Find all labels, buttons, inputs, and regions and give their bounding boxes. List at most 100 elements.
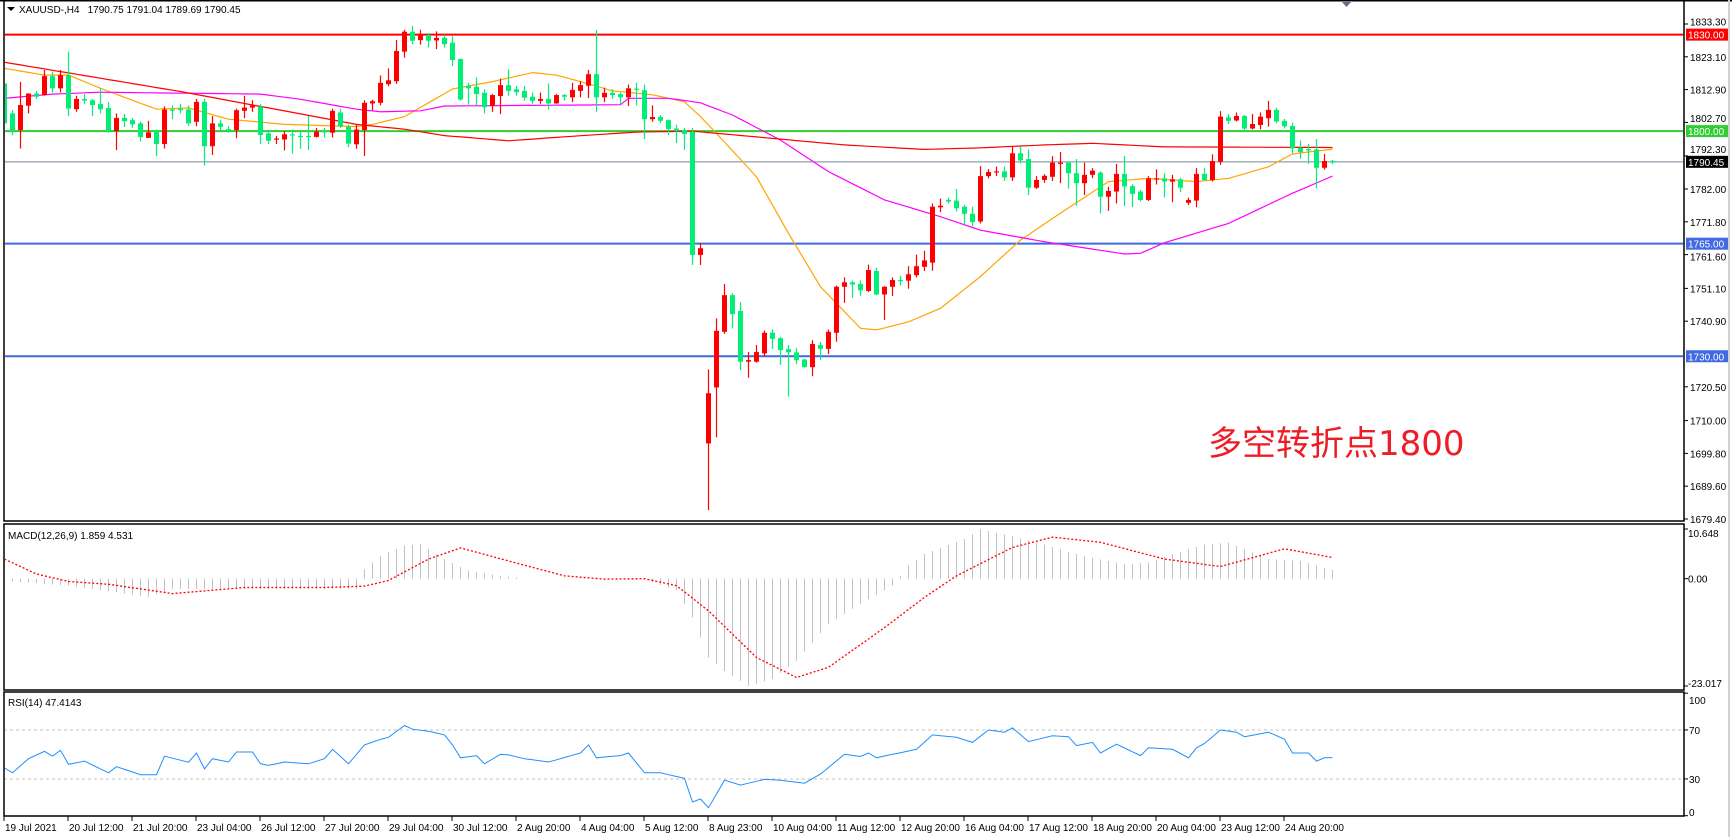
candle	[1330, 159, 1335, 165]
candle-body	[362, 102, 367, 131]
rsi-line	[5, 724, 1333, 809]
candle-body	[178, 108, 183, 111]
candle	[290, 129, 295, 154]
candle	[1258, 112, 1263, 130]
candle-body	[1002, 171, 1007, 178]
candle-body	[1170, 179, 1175, 182]
rsi-tick-label: 70	[1689, 726, 1701, 737]
candle	[1082, 162, 1087, 196]
candle-body	[1226, 117, 1231, 121]
candle	[586, 69, 591, 98]
time-tick-label: 20 Aug 04:00	[1157, 823, 1216, 834]
rsi-panel[interactable]	[4, 724, 1684, 809]
candle	[906, 266, 911, 289]
candle-body	[490, 95, 495, 107]
candle-body	[658, 116, 663, 121]
candle	[626, 84, 631, 107]
chart-shift-marker-icon[interactable]	[1342, 2, 1351, 7]
macd-panel[interactable]	[5, 529, 1333, 686]
candle-body	[282, 134, 287, 140]
candle-body	[154, 131, 159, 144]
time-axis: 19 Jul 2021 20 Jul 12:00 21 Jul 20:00 23 Ju…	[3, 816, 1344, 834]
candle	[834, 285, 839, 342]
candle	[370, 99, 375, 111]
candle-body	[698, 248, 703, 255]
candle-body	[690, 131, 695, 255]
price-tick-label: 1823.10	[1690, 53, 1727, 64]
candle-body	[1330, 160, 1335, 163]
candle-body	[82, 98, 87, 101]
candle	[1130, 184, 1135, 208]
candle	[634, 82, 639, 106]
candle-body	[946, 199, 951, 202]
candle	[1314, 139, 1319, 189]
candle	[666, 119, 671, 135]
candle	[826, 329, 831, 354]
candle	[474, 77, 479, 106]
candle	[930, 203, 935, 271]
candle	[618, 92, 623, 104]
candle	[98, 88, 103, 114]
candle-body	[258, 106, 263, 135]
candle	[1178, 177, 1183, 193]
candle-body	[826, 331, 831, 349]
candle-body	[930, 206, 935, 263]
candle-body	[538, 98, 543, 101]
candle-body	[10, 113, 15, 131]
candle	[786, 344, 791, 397]
candle	[754, 344, 759, 363]
time-tick-label: 20 Jul 12:00	[69, 823, 124, 834]
candle	[394, 40, 399, 84]
time-tick-label: 17 Aug 12:00	[1029, 823, 1088, 834]
candle	[674, 124, 679, 144]
main-price-panel[interactable]	[2, 25, 1684, 510]
candle-body	[570, 89, 575, 98]
candle-body	[370, 101, 375, 104]
candle	[642, 84, 647, 140]
candle-body	[898, 280, 903, 282]
candle	[1186, 197, 1191, 206]
candle	[1274, 107, 1279, 124]
candle	[938, 198, 943, 213]
price-label-box	[1686, 125, 1728, 138]
candle-body	[786, 349, 791, 353]
candle-body	[226, 129, 231, 131]
candle	[698, 243, 703, 265]
candle	[1170, 174, 1175, 203]
price-label-box	[1686, 155, 1728, 168]
price-tick-label: 1689.60	[1690, 482, 1727, 493]
candle	[514, 86, 519, 96]
candle	[42, 69, 47, 96]
time-tick-label: 23 Jul 04:00	[197, 823, 252, 834]
candle-body	[1042, 175, 1047, 180]
candle-body	[410, 31, 415, 41]
candle-body	[514, 89, 519, 93]
candle	[346, 124, 351, 148]
candle	[882, 286, 887, 320]
candle-body	[858, 283, 863, 291]
candle-body	[834, 286, 839, 333]
candle-body	[210, 123, 215, 147]
time-tick-label: 18 Aug 20:00	[1093, 823, 1152, 834]
candle	[90, 98, 95, 116]
candle	[962, 205, 967, 225]
candle	[898, 275, 903, 286]
candle	[842, 277, 847, 303]
price-tick-label: 1812.90	[1690, 86, 1727, 97]
ohlc-values: 1790.75 1791.04 1789.69 1790.45	[88, 5, 241, 16]
time-tick-label: 29 Jul 04:00	[389, 823, 444, 834]
candle	[1226, 114, 1231, 125]
price-label-box	[1686, 28, 1728, 41]
candle	[770, 329, 775, 349]
candle	[522, 86, 527, 101]
price-line-label: 1790.45	[1688, 158, 1725, 169]
candle	[322, 127, 327, 138]
dropdown-triangle-icon[interactable]	[7, 7, 15, 11]
price-line-label: 1830.00	[1688, 31, 1725, 42]
candle	[818, 341, 823, 361]
candle	[458, 58, 463, 101]
candle-body	[466, 85, 471, 89]
candle	[1138, 189, 1143, 202]
price-tick-label: 1740.90	[1690, 317, 1727, 328]
